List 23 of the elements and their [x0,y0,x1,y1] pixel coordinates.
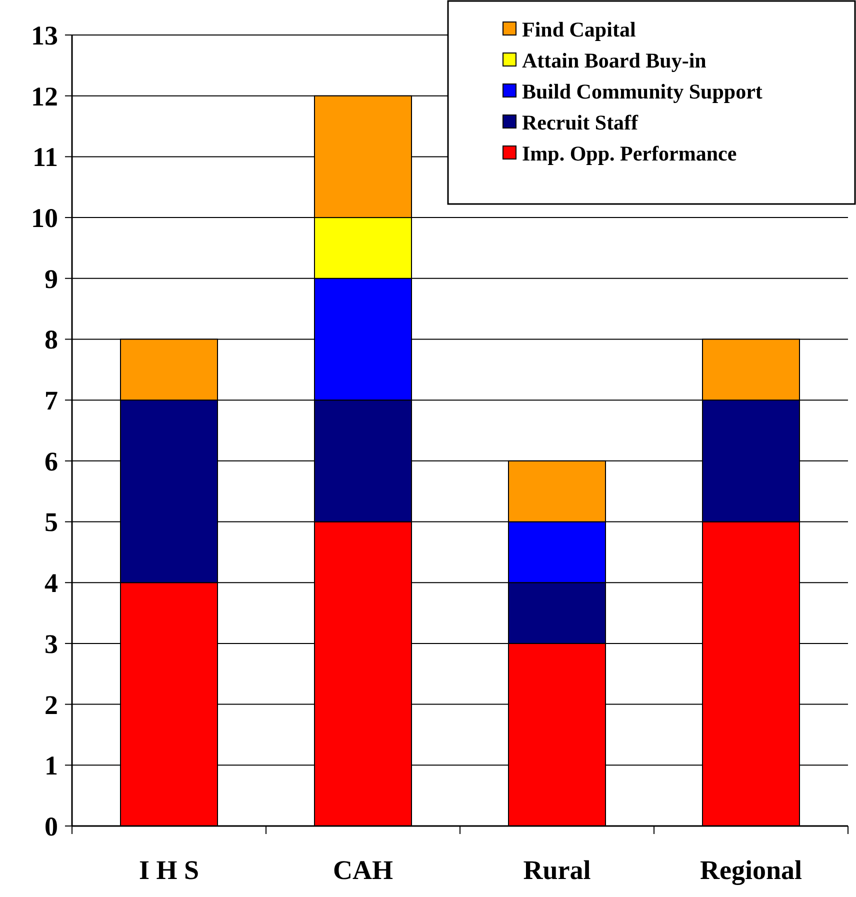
x-tick-label: Rural [523,855,592,885]
x-tick-label: Regional [700,855,802,885]
y-tick-label: 11 [32,142,58,172]
y-tick-label: 3 [44,628,58,659]
y-tick-label: 9 [44,264,58,294]
x-tick-label: CAH [333,855,393,885]
legend-label: Imp. Opp. Performance [522,141,737,166]
y-tick-label: 13 [31,20,58,50]
y-tick-label: 10 [31,202,58,233]
y-tick-label: 5 [44,507,58,538]
legend-label: Build Community Support [522,79,762,104]
y-tick-label: 2 [44,690,58,720]
y-tick-label: 4 [44,568,58,598]
y-tick-label: 12 [31,81,58,112]
y-tick-label: 0 [44,811,58,842]
legend-label: Find Capital [522,17,636,42]
y-tick-label: 8 [44,324,58,355]
y-tick-label: 6 [44,446,58,476]
y-tick-label: 1 [44,750,58,781]
y-tick-label: 7 [44,386,58,416]
legend-label: Recruit Staff [522,110,640,134]
legend-label: Attain Board Buy-in [522,48,707,72]
x-tick-label: I H S [138,855,200,885]
